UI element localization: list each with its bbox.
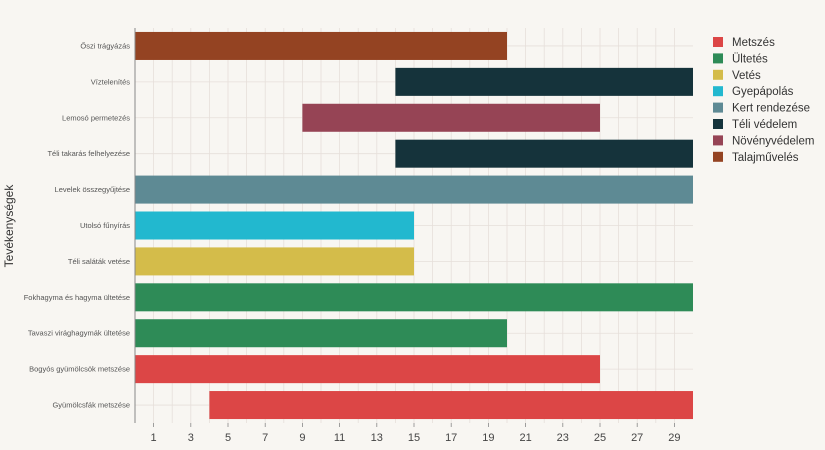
legend-label: Növényvédelem (732, 135, 814, 147)
bar (135, 319, 507, 348)
y-tick-label: Víztelenítés (91, 77, 130, 86)
bar (209, 391, 693, 420)
legend-label: Ültetés (732, 53, 768, 65)
x-tick-label: 17 (445, 432, 457, 444)
legend-swatch (713, 69, 723, 80)
bar (135, 355, 600, 384)
bar (135, 31, 507, 60)
legend-label: Metszés (732, 37, 775, 49)
legend-label: Kert rendezése (732, 103, 810, 115)
bar (135, 211, 414, 240)
x-tick-label: 3 (188, 432, 194, 444)
y-axis-title: Tevékenységek (2, 184, 16, 268)
y-tick-label: Levelek összegyűjtése (55, 185, 130, 194)
x-tick-label: 1 (151, 432, 157, 444)
bar (395, 67, 693, 96)
legend-label: Talajművelés (732, 152, 799, 164)
x-tick-label: 19 (482, 432, 494, 444)
x-tick-label: 13 (371, 432, 383, 444)
y-tick-label: Fokhagyma és hagyma ültetése (24, 293, 130, 302)
y-tick-labels: Őszi trágyázás Víztelenítés Lemosó permete… (24, 41, 131, 409)
x-tick-label: 27 (631, 432, 643, 444)
x-tick-label: 7 (262, 432, 268, 444)
bar (302, 103, 600, 132)
legend-swatch (713, 135, 723, 146)
y-tick-label: Lemosó permetezés (62, 113, 130, 122)
legend-swatch (713, 37, 723, 47)
bar (395, 139, 693, 168)
y-tick-label: Tavaszi virághagymák ültetése (28, 329, 130, 338)
legend-label: Vetés (732, 70, 761, 82)
x-tick-labels: 1 3 5 7 9 11 13 15 17 19 21 23 25 27 29 (151, 423, 681, 444)
x-tick-label: 11 (334, 432, 345, 444)
legend-swatch (713, 119, 723, 129)
y-tick-label: Bogyós gyümölcsök metszése (29, 365, 130, 374)
legend-swatch (713, 151, 723, 162)
x-tick-label: 5 (225, 432, 231, 444)
x-tick-label: 21 (519, 432, 531, 444)
legend-swatch (713, 102, 723, 113)
legend-label: Gyepápolás (732, 86, 794, 98)
x-tick-label: 23 (557, 432, 569, 444)
x-tick-label: 29 (668, 432, 680, 444)
legend-swatch (713, 53, 723, 64)
y-tick-label: Őszi trágyázás (80, 41, 130, 50)
y-tick-label: Gyümölcsfák metszése (52, 401, 130, 410)
legend: Metszés Ültetés Vetés Gyepápolás Kert rendez… (713, 37, 814, 164)
bars (135, 31, 693, 420)
y-tick-label: Téli saláták vetése (68, 257, 130, 266)
y-tick-label: Utolsó fűnyírás (80, 221, 130, 230)
x-tick-label: 9 (299, 432, 305, 444)
legend-label: Téli védelem (732, 119, 797, 131)
x-tick-label: 25 (594, 432, 606, 444)
legend-swatch (713, 86, 723, 97)
x-tick-label: 15 (408, 432, 420, 444)
y-tick-label: Téli takarás felhelyezése (47, 149, 130, 158)
bar (135, 283, 693, 312)
bar (135, 175, 693, 204)
bar (135, 247, 414, 276)
